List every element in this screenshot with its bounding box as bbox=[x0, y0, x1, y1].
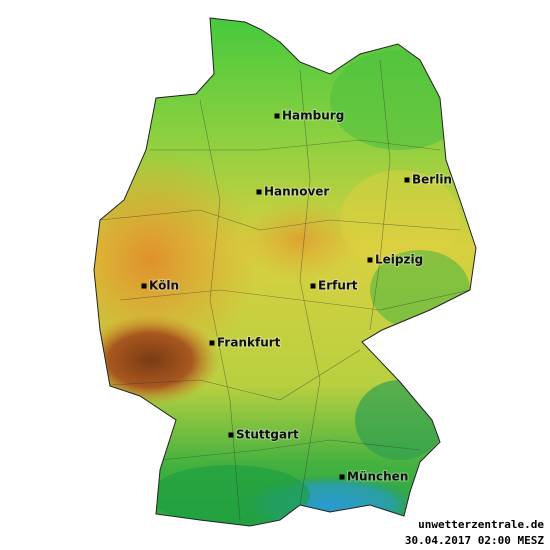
city-label: Hannover bbox=[264, 185, 329, 199]
border bbox=[93, 17, 477, 527]
city-label: München bbox=[347, 470, 408, 484]
city-dot bbox=[339, 474, 345, 480]
timestamp: 30.04.2017 02:00 MESZ bbox=[405, 534, 544, 547]
city-dot bbox=[256, 189, 262, 195]
city-dot bbox=[367, 257, 373, 263]
city-label: Frankfurt bbox=[217, 336, 281, 350]
city-dot bbox=[141, 283, 147, 289]
city-label: Erfurt bbox=[318, 279, 358, 293]
city-label: Stuttgart bbox=[236, 428, 299, 442]
city-label: Hamburg bbox=[282, 109, 344, 123]
city-dot bbox=[274, 113, 280, 119]
city-label: Leipzig bbox=[375, 253, 423, 267]
city-label: Berlin bbox=[412, 173, 452, 187]
city-dot bbox=[209, 340, 215, 346]
city-dot bbox=[228, 432, 234, 438]
source: unwetterzentrale.de bbox=[418, 518, 544, 531]
city-dot bbox=[310, 283, 316, 289]
city-dot bbox=[404, 177, 410, 183]
city-label: Köln bbox=[149, 279, 179, 293]
cities: Hamburg Hannover Berlin Leipzig Köln Erfurt Fr… bbox=[141, 108, 453, 485]
